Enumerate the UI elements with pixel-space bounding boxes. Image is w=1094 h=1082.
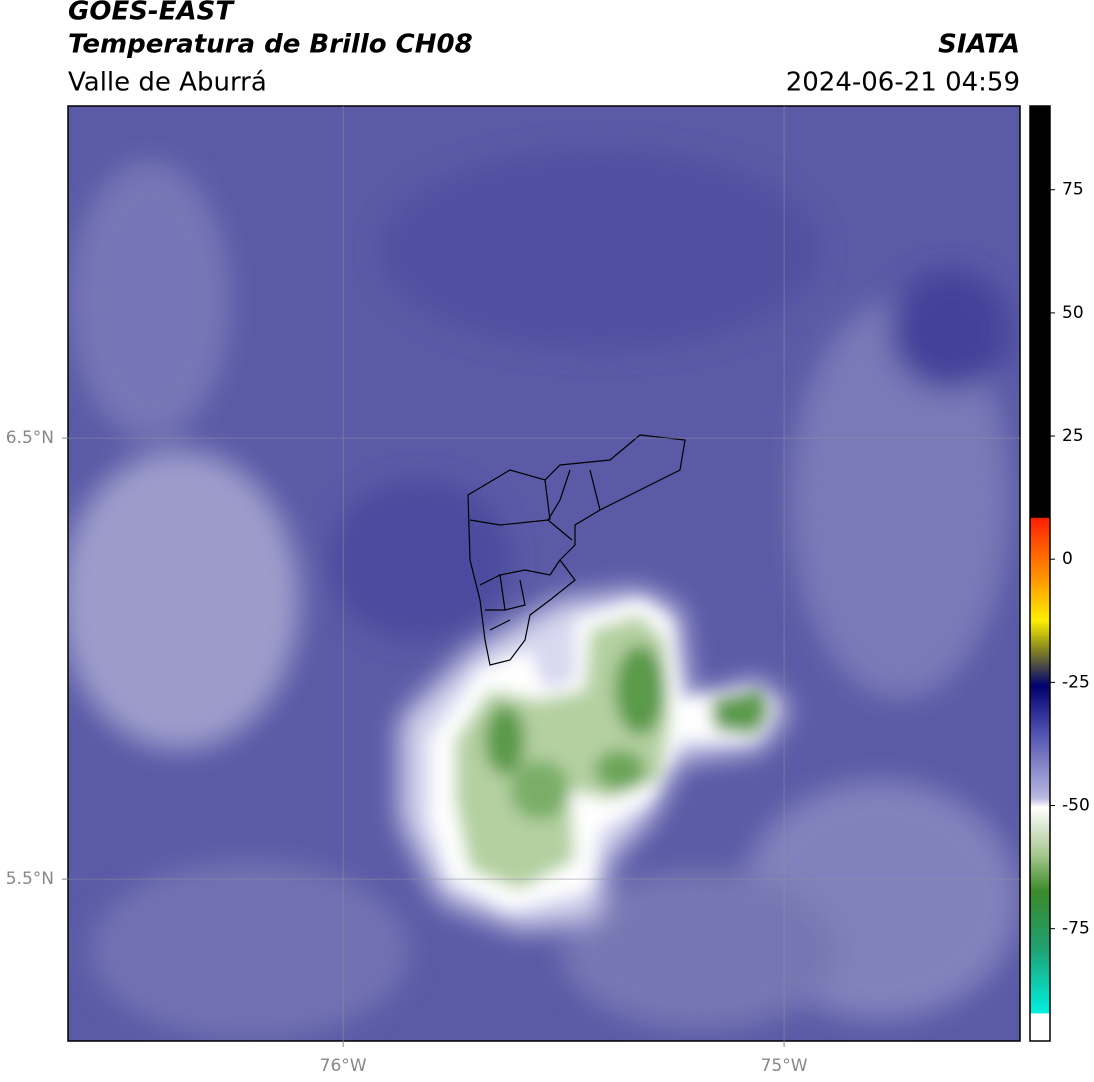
- timestamp: 2024-06-21 04:59: [786, 68, 1020, 98]
- colorbar-tick-label: -50: [1062, 796, 1090, 816]
- y-tick-label: 6.5°N: [6, 428, 54, 448]
- title: GOES-EAST: [68, 0, 235, 27]
- colorbar: [1029, 105, 1051, 1042]
- source: SIATA: [938, 30, 1020, 60]
- subtitle: Temperatura de Brillo CH08: [68, 30, 473, 60]
- map-frame: [67, 105, 1021, 1042]
- colorbar-tick-label: -25: [1062, 672, 1090, 692]
- municipality-borders: [467, 434, 686, 666]
- colorbar-tick-label: -75: [1062, 919, 1090, 939]
- colorbar-tick-label: 0: [1062, 549, 1073, 569]
- y-tick-label: 5.5°N: [6, 869, 54, 889]
- colorbar-tick-label: 75: [1062, 180, 1084, 200]
- colorbar-tick-label: 25: [1062, 426, 1084, 446]
- map-image: [68, 106, 1020, 1041]
- x-tick-label: 76°W: [320, 1056, 367, 1076]
- region: Valle de Aburrá: [68, 68, 267, 98]
- x-tick-label: 75°W: [761, 1056, 808, 1076]
- colorbar-tick-label: 50: [1062, 303, 1084, 323]
